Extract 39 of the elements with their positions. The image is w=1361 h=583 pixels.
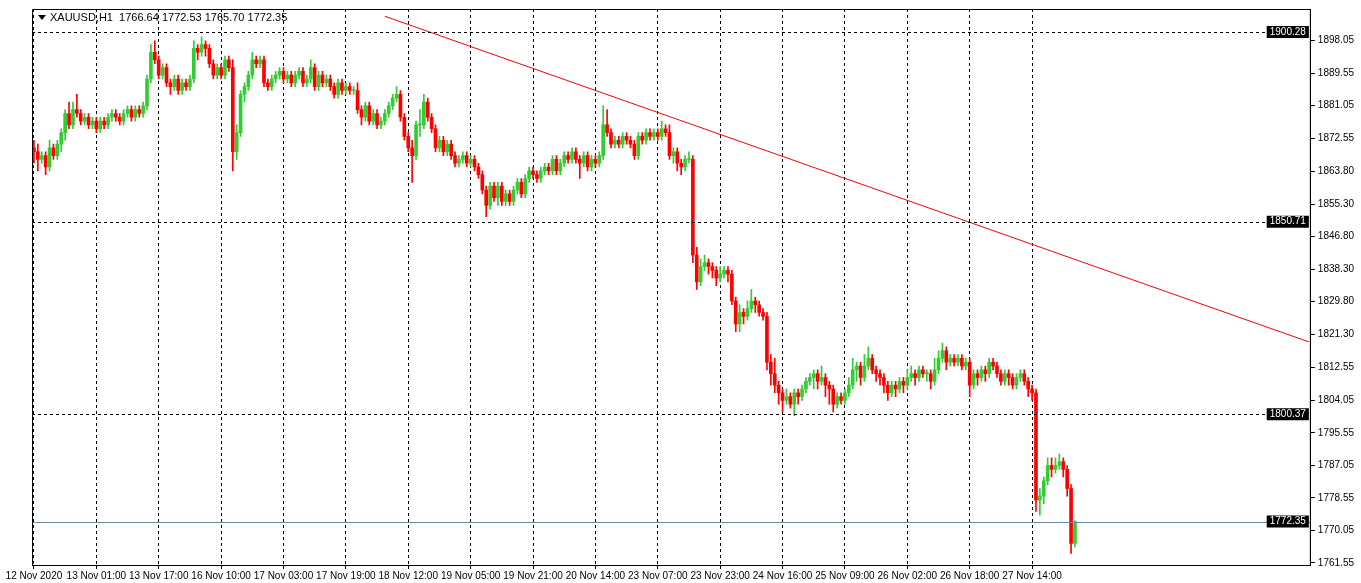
x-tick-label: 23 Nov 23:00 xyxy=(690,569,751,581)
x-tick-label: 17 Nov 03:00 xyxy=(253,569,314,581)
y-tick-label: 1898.05 xyxy=(1317,34,1355,46)
y-tick-label: 1881.05 xyxy=(1317,99,1355,111)
x-tick-label: 19 Nov 05:00 xyxy=(440,569,501,581)
chart-title: XAUUSD,H1 1766.64 1772.53 1765.70 1772.35 xyxy=(50,11,288,23)
y-tick-label: 1829.80 xyxy=(1317,295,1355,307)
x-tick-label: 24 Nov 16:00 xyxy=(752,569,813,581)
x-tick-label: 23 Nov 07:00 xyxy=(628,569,688,581)
x-tick-label: 18 Nov 12:00 xyxy=(378,569,439,581)
y-tick-label: 1846.80 xyxy=(1317,230,1355,242)
x-tick-label: 13 Nov 01:00 xyxy=(66,569,127,581)
x-tick-label: 13 Nov 17:00 xyxy=(128,569,189,581)
y-tick-label: 1855.30 xyxy=(1317,197,1355,209)
y-tick-label: 1787.05 xyxy=(1317,459,1355,471)
x-tick-label: 26 Nov 18:00 xyxy=(939,569,1000,581)
y-tick-label: 1863.80 xyxy=(1317,165,1355,177)
ref-line-label: 1800.37 xyxy=(1269,408,1307,420)
y-tick-label: 1821.30 xyxy=(1317,328,1355,340)
y-tick-label: 1812.55 xyxy=(1317,361,1355,373)
y-tick-label: 1795.55 xyxy=(1317,426,1355,438)
y-tick-label: 1778.55 xyxy=(1317,491,1355,503)
x-tick-label: 26 Nov 02:00 xyxy=(877,569,938,581)
x-tick-label: 25 Nov 09:00 xyxy=(815,569,876,581)
ref-line-label: 1772.35 xyxy=(1269,515,1307,527)
x-tick-label: 27 Nov 14:00 xyxy=(1002,569,1063,581)
x-tick-label: 12 Nov 2020 xyxy=(5,569,63,581)
y-tick-label: 1889.55 xyxy=(1317,66,1355,78)
y-tick-label: 1770.05 xyxy=(1317,524,1355,536)
x-tick-label: 20 Nov 14:00 xyxy=(565,569,626,581)
y-tick-label: 1761.55 xyxy=(1317,556,1355,568)
y-tick-label: 1838.30 xyxy=(1317,262,1355,274)
x-tick-label: 17 Nov 19:00 xyxy=(316,569,377,581)
ref-line-label: 1900.28 xyxy=(1269,25,1307,37)
x-tick-label: 19 Nov 21:00 xyxy=(503,569,564,581)
x-tick-label: 16 Nov 10:00 xyxy=(191,569,252,581)
ref-line-label: 1850.71 xyxy=(1269,215,1307,227)
y-tick-label: 1804.05 xyxy=(1317,394,1355,406)
y-tick-label: 1872.55 xyxy=(1317,131,1355,143)
